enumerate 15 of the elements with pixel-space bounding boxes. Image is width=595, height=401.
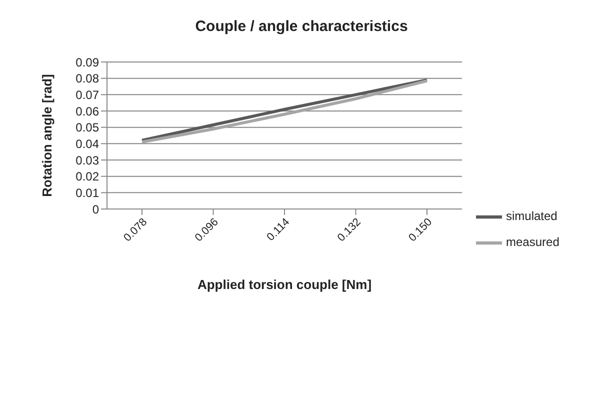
- y-axis-title: Rotation angle [rad]: [40, 74, 55, 197]
- legend-label: simulated: [506, 209, 558, 224]
- y-tick-label: 0.04: [76, 136, 100, 151]
- y-tick-label: 0.09: [76, 55, 100, 70]
- y-tick-label: 0.05: [76, 120, 100, 135]
- y-tick-label: 0.03: [76, 153, 100, 168]
- y-tick-label: 0.01: [76, 186, 100, 200]
- y-tick-label: 0.02: [76, 170, 100, 184]
- chart-title: Couple / angle characteristics: [194, 18, 409, 35]
- x-axis-title: Applied torsion couple [Nm]: [197, 277, 372, 292]
- y-tick-label: 0.07: [76, 88, 100, 102]
- y-tick-label: 0.06: [76, 104, 100, 118]
- y-tick-label: 0: [92, 202, 100, 216]
- legend-label: measured: [506, 235, 560, 250]
- y-tick-label: 0.08: [76, 72, 100, 86]
